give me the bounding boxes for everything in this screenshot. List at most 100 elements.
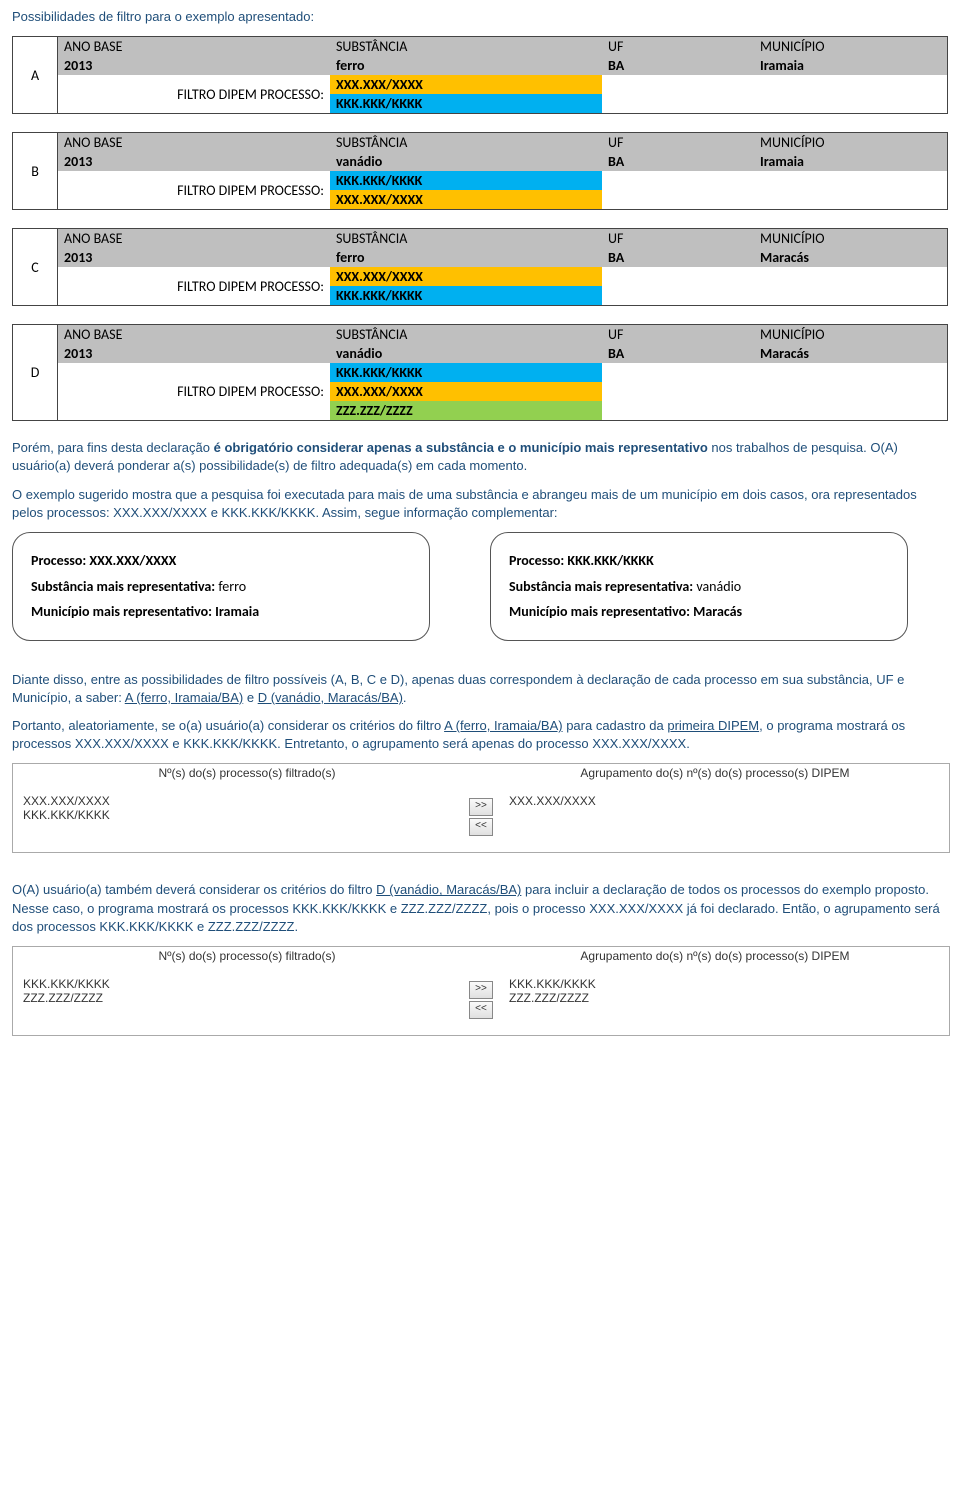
val-mun: Maracás (754, 344, 948, 363)
proc-cell: KKK.KKK/KKKK (330, 171, 602, 190)
move-right-button[interactable]: >> (469, 981, 493, 999)
val-uf: BA (602, 344, 754, 363)
col-mun: MUNICÍPIO (754, 325, 948, 345)
p3b: A (ferro, Iramaia/BA) (125, 690, 243, 705)
case-letter: D (13, 325, 58, 421)
val-ano: 2013 (58, 56, 331, 75)
sub-val: ferro (218, 578, 246, 595)
list-item: KKK.KKK/KKKK (23, 808, 453, 822)
filter-table-D: DANO BASESUBSTÂNCIAUFMUNICÍPIO 2013vanádi… (12, 324, 948, 421)
list-item: KKK.KKK/KKKK (23, 977, 453, 991)
p3e: . (403, 690, 407, 705)
val-sub: ferro (330, 248, 602, 267)
col-uf: UF (602, 133, 754, 153)
filtro-label: FILTRO DIPEM PROCESSO: (58, 171, 331, 210)
paragraph-2: O exemplo sugerido mostra que a pesquisa… (12, 486, 948, 522)
filter-table-C: CANO BASESUBSTÂNCIAUFMUNICÍPIO2013ferroB… (12, 228, 948, 306)
col-sub: SUBSTÂNCIA (330, 133, 602, 153)
agrup-title-right: Agrupamento do(s) nº(s) do(s) processo(s… (481, 764, 949, 782)
move-left-button[interactable]: << (469, 818, 493, 836)
col-mun: MUNICÍPIO (754, 229, 948, 249)
val-ano: 2013 (58, 152, 331, 171)
case-letter: A (13, 37, 58, 114)
proc-cell: ZZZ.ZZZ/ZZZZ (330, 401, 602, 421)
val-uf: BA (602, 152, 754, 171)
proc-cell: XXX.XXX/XXXX (330, 267, 602, 286)
val-ano: 2013 (58, 344, 331, 363)
case-letter: C (13, 229, 58, 306)
col-mun: MUNICÍPIO (754, 37, 948, 57)
col-sub: SUBSTÂNCIA (330, 325, 602, 345)
agrup-title-right: Agrupamento do(s) nº(s) do(s) processo(s… (481, 947, 949, 965)
move-right-button[interactable]: >> (469, 798, 493, 816)
val-mun: Iramaia (754, 56, 948, 75)
proc-cell: XXX.XXX/XXXX (330, 190, 602, 210)
col-sub: SUBSTÂNCIA (330, 229, 602, 249)
val-uf: BA (602, 248, 754, 267)
agrup-block-2: Nº(s) do(s) processo(s) filtrado(s) Agru… (12, 946, 950, 1036)
agrup-left-list[interactable]: XXX.XXX/XXXX KKK.KKK/KKKK (13, 782, 463, 852)
val-sub: vanádio (330, 152, 602, 171)
list-item: ZZZ.ZZZ/ZZZZ (509, 991, 939, 1005)
col-uf: UF (602, 325, 754, 345)
list-item: KKK.KKK/KKKK (509, 977, 939, 991)
proc-cell: KKK.KKK/KKKK (330, 286, 602, 306)
proc-val: KKK.KKK/KKKK (567, 552, 653, 569)
sub-label: Substância mais representativa: (509, 578, 693, 595)
move-left-button[interactable]: << (469, 1001, 493, 1019)
mun-label: Município mais representativo: (31, 603, 212, 620)
p4b: A (ferro, Iramaia/BA) (444, 718, 562, 733)
proc-label: Processo: (509, 552, 564, 569)
paragraph-3: Diante disso, entre as possibilidades de… (12, 671, 948, 707)
col-uf: UF (602, 37, 754, 57)
paragraph-1: Porém, para fins desta declaração é obri… (12, 439, 948, 475)
val-ano: 2013 (58, 248, 331, 267)
p4d: primeira DIPEM (667, 718, 759, 733)
col-uf: UF (602, 229, 754, 249)
p4c: para cadastro da (563, 718, 668, 733)
paragraph-4: Portanto, aleatoriamente, se o(a) usuári… (12, 717, 948, 753)
filtro-label: FILTRO DIPEM PROCESSO: (58, 363, 331, 421)
proc-val: XXX.XXX/XXXX (89, 552, 176, 569)
val-sub: ferro (330, 56, 602, 75)
list-item: XXX.XXX/XXXX (23, 794, 453, 808)
p3d: D (vanádio, Maracás/BA) (258, 690, 403, 705)
p5a: O(A) usuário(a) também deverá considerar… (12, 882, 376, 897)
col-sub: SUBSTÂNCIA (330, 37, 602, 57)
list-item: XXX.XXX/XXXX (509, 794, 939, 808)
p3c: e (243, 690, 257, 705)
agrup-right-list[interactable]: XXX.XXX/XXXX (499, 782, 949, 852)
agrup-title-left: Nº(s) do(s) processo(s) filtrado(s) (13, 764, 481, 782)
case-letter: B (13, 133, 58, 210)
info-boxes: Processo: XXX.XXX/XXXX Substância mais r… (12, 532, 948, 641)
agrup-title-left: Nº(s) do(s) processo(s) filtrado(s) (13, 947, 481, 965)
filtro-label: FILTRO DIPEM PROCESSO: (58, 267, 331, 306)
p1b: é obrigatório considerar apenas a substâ… (214, 440, 708, 455)
col-ano: ANO BASE (58, 37, 331, 57)
mun-label: Município mais representativo: (509, 603, 690, 620)
proc-cell: KKK.KKK/KKKK (330, 363, 602, 382)
filtro-label: FILTRO DIPEM PROCESSO: (58, 75, 331, 114)
mun-val: Maracás (693, 603, 742, 620)
col-mun: MUNICÍPIO (754, 133, 948, 153)
agrup-right-list[interactable]: KKK.KKK/KKKK ZZZ.ZZZ/ZZZZ (499, 965, 949, 1035)
mun-val: Iramaia (215, 603, 259, 620)
val-uf: BA (602, 56, 754, 75)
info-box-left: Processo: XXX.XXX/XXXX Substância mais r… (12, 532, 430, 641)
p1a: Porém, para fins desta declaração (12, 440, 214, 455)
intro: Possibilidades de filtro para o exemplo … (12, 8, 948, 26)
proc-cell: XXX.XXX/XXXX (330, 75, 602, 94)
sub-label: Substância mais representativa: (31, 578, 215, 595)
info-box-right: Processo: KKK.KKK/KKKK Substância mais r… (490, 532, 908, 641)
val-sub: vanádio (330, 344, 602, 363)
filter-tables: AANO BASESUBSTÂNCIAUFMUNICÍPIO2013ferroB… (12, 36, 948, 421)
filter-table-B: BANO BASESUBSTÂNCIAUFMUNICÍPIO 2013vanádi… (12, 132, 948, 210)
col-ano: ANO BASE (58, 325, 331, 345)
val-mun: Iramaia (754, 152, 948, 171)
agrup-block-1: Nº(s) do(s) processo(s) filtrado(s) Agru… (12, 763, 950, 853)
paragraph-5: O(A) usuário(a) também deverá considerar… (12, 881, 948, 936)
agrup-left-list[interactable]: KKK.KKK/KKKK ZZZ.ZZZ/ZZZZ (13, 965, 463, 1035)
p5b: D (vanádio, Maracás/BA) (376, 882, 521, 897)
col-ano: ANO BASE (58, 133, 331, 153)
p4a: Portanto, aleatoriamente, se o(a) usuári… (12, 718, 444, 733)
